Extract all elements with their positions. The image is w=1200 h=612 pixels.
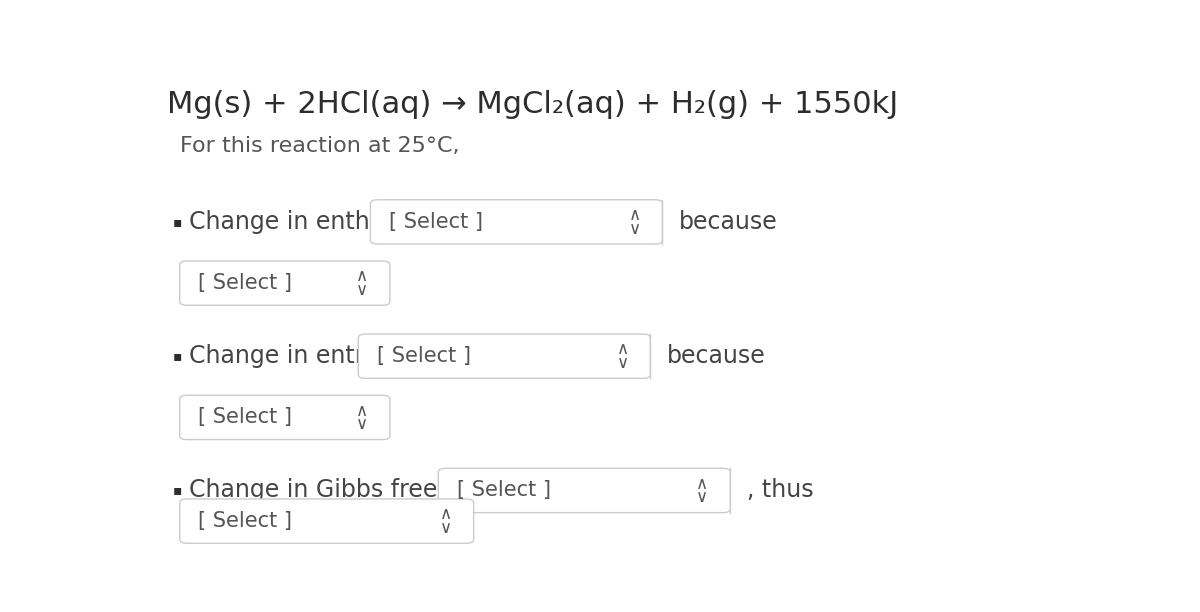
Text: , thus: , thus [748,479,814,502]
Text: [ Select ]: [ Select ] [198,408,293,427]
Text: [ Select ]: [ Select ] [457,480,551,501]
Text: ∧
∨: ∧ ∨ [696,474,708,506]
Text: because: because [679,210,778,234]
Text: ∧
∨: ∧ ∨ [617,340,629,372]
Text: [ Select ]: [ Select ] [377,346,470,366]
Text: ▪: ▪ [173,215,182,229]
FancyBboxPatch shape [180,261,390,305]
Text: ∧
∨: ∧ ∨ [356,267,368,299]
Text: [ Select ]: [ Select ] [198,273,293,293]
FancyBboxPatch shape [438,468,731,513]
Text: because: because [667,344,766,368]
Text: ∧
∨: ∧ ∨ [629,206,641,238]
FancyBboxPatch shape [359,334,650,378]
Text: ∧
∨: ∧ ∨ [439,506,452,537]
FancyBboxPatch shape [180,395,390,439]
Text: [ Select ]: [ Select ] [389,212,484,232]
Text: Change in Gibbs free energy:: Change in Gibbs free energy: [190,479,533,502]
FancyBboxPatch shape [371,200,662,244]
Text: For this reaction at 25°C,: For this reaction at 25°C, [180,136,460,157]
Text: ▪: ▪ [173,483,182,498]
Text: ▪: ▪ [173,349,182,363]
FancyBboxPatch shape [180,499,474,543]
Text: ∧
∨: ∧ ∨ [356,401,368,433]
Text: Change in entropy:: Change in entropy: [190,344,414,368]
Text: Change in enthalpy:: Change in enthalpy: [190,210,426,234]
Text: [ Select ]: [ Select ] [198,511,293,531]
Text: Mg(s) + 2HCl(aq) → MgCl₂(aq) + H₂(g) + 1550kJ: Mg(s) + 2HCl(aq) → MgCl₂(aq) + H₂(g) + 1… [167,89,898,119]
